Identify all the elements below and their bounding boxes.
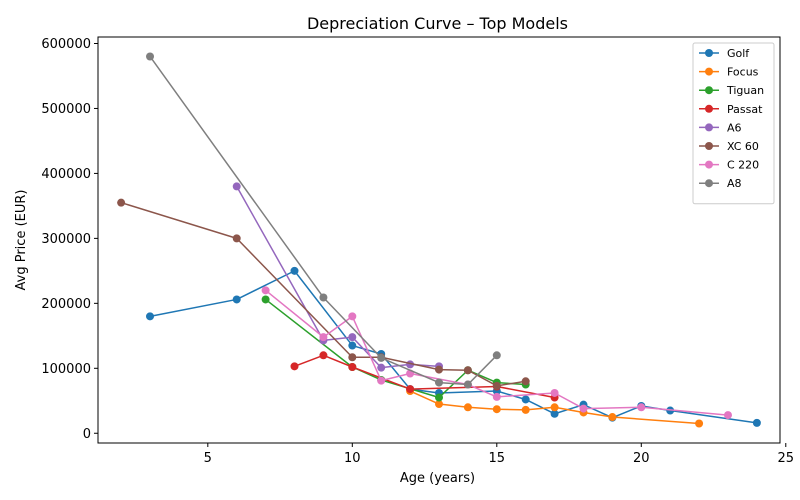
legend-item: Passat bbox=[699, 103, 763, 116]
series-lines bbox=[117, 52, 761, 428]
data-point bbox=[290, 362, 299, 371]
data-point bbox=[492, 392, 501, 401]
data-point bbox=[492, 405, 501, 414]
legend-marker bbox=[705, 142, 713, 150]
data-point bbox=[752, 418, 761, 427]
plot-frame bbox=[97, 36, 781, 444]
legend-box bbox=[692, 42, 775, 205]
chart-title: Depreciation Curve – Top Models bbox=[307, 14, 568, 33]
data-point bbox=[608, 413, 617, 422]
series-a8 bbox=[146, 52, 501, 389]
data-point bbox=[377, 376, 386, 385]
data-point bbox=[723, 411, 732, 420]
x-tick-label: 5 bbox=[204, 451, 212, 466]
data-point bbox=[232, 234, 241, 243]
data-point bbox=[435, 393, 443, 402]
data-point bbox=[463, 380, 472, 389]
data-point bbox=[319, 333, 328, 342]
legend-label: XC 60 bbox=[727, 140, 759, 153]
x-tick-label: 20 bbox=[633, 451, 650, 466]
data-point bbox=[550, 409, 559, 418]
data-point bbox=[463, 366, 472, 375]
legend-item: C 220 bbox=[699, 159, 759, 172]
data-point bbox=[290, 266, 299, 275]
data-point bbox=[348, 341, 357, 350]
y-tick-label: 0 bbox=[83, 427, 91, 442]
y-tick-label: 600000 bbox=[41, 37, 91, 52]
legend-item: Focus bbox=[699, 66, 759, 79]
data-point bbox=[377, 353, 386, 362]
data-point bbox=[146, 52, 155, 61]
y-axis-title: Avg Price (EUR) bbox=[14, 190, 29, 291]
legend: Golf Focus Tiguan Passat A6 XC 60 C 220 A8 bbox=[692, 42, 775, 205]
data-point bbox=[435, 378, 443, 387]
data-point bbox=[319, 293, 328, 302]
legend-marker bbox=[705, 67, 713, 76]
data-point bbox=[521, 405, 530, 414]
data-point bbox=[117, 198, 126, 207]
legend-label: A6 bbox=[727, 121, 742, 134]
legend-item: Tiguan bbox=[699, 84, 764, 97]
x-axis-title: Age (years) bbox=[400, 471, 475, 486]
data-point bbox=[348, 353, 357, 362]
data-point bbox=[521, 377, 530, 386]
data-point bbox=[463, 403, 472, 412]
data-point bbox=[492, 381, 501, 390]
data-point bbox=[435, 400, 443, 409]
legend-label: Tiguan bbox=[726, 84, 764, 97]
legend-marker bbox=[705, 86, 713, 95]
x-tick-label: 25 bbox=[778, 451, 795, 466]
data-point bbox=[637, 403, 646, 412]
data-point bbox=[348, 362, 357, 371]
legend-item: A6 bbox=[699, 121, 742, 134]
legend-label: Passat bbox=[727, 103, 763, 116]
data-point bbox=[232, 295, 241, 304]
data-point bbox=[695, 419, 704, 428]
y-tick-label: 400000 bbox=[41, 167, 91, 182]
data-point bbox=[550, 403, 559, 412]
data-point bbox=[521, 395, 530, 404]
x-tick-label: 10 bbox=[344, 451, 361, 466]
series-xc-60 bbox=[117, 198, 530, 390]
legend-marker bbox=[705, 104, 713, 113]
y-tick-label: 100000 bbox=[41, 362, 91, 377]
data-point bbox=[232, 182, 241, 191]
legend-marker bbox=[705, 179, 713, 188]
data-point bbox=[348, 312, 357, 321]
data-point bbox=[550, 388, 559, 397]
data-point bbox=[579, 404, 588, 413]
x-tick-label: 15 bbox=[489, 451, 506, 466]
data-point bbox=[348, 333, 357, 342]
legend-label: C 220 bbox=[727, 159, 759, 172]
data-point bbox=[435, 365, 443, 374]
legend-label: Golf bbox=[727, 47, 750, 60]
data-point bbox=[261, 286, 270, 295]
data-point bbox=[261, 295, 270, 304]
legend-marker bbox=[705, 49, 713, 57]
y-tick-label: 200000 bbox=[41, 297, 91, 312]
y-tick-label: 500000 bbox=[41, 102, 91, 117]
legend-label: Focus bbox=[727, 66, 759, 79]
axes: 5 10 15 20 25 0 100000 200000 300000 400000 500000… bbox=[41, 36, 795, 466]
data-point bbox=[319, 351, 328, 360]
y-tick-label: 300000 bbox=[41, 232, 91, 247]
legend-label: A8 bbox=[727, 177, 742, 190]
legend-item: A8 bbox=[699, 177, 742, 190]
data-point bbox=[492, 351, 501, 360]
series-line bbox=[149, 56, 498, 386]
legend-marker bbox=[705, 123, 713, 132]
data-point bbox=[377, 363, 386, 372]
data-point bbox=[146, 312, 155, 321]
series-line bbox=[120, 201, 526, 387]
data-point bbox=[406, 385, 415, 394]
legend-marker bbox=[705, 160, 713, 169]
legend-item: XC 60 bbox=[699, 140, 759, 153]
legend-item: Golf bbox=[699, 47, 750, 60]
